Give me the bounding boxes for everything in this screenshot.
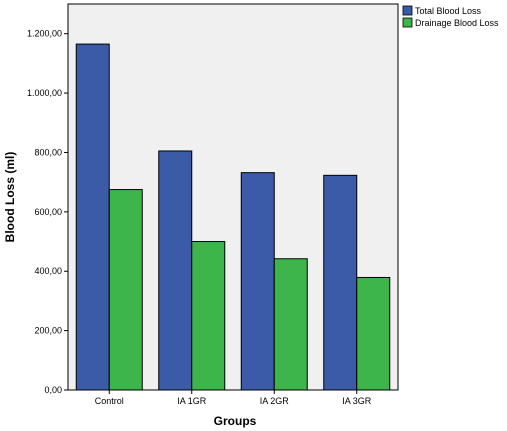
bar-total-control <box>75 43 110 391</box>
legend-label: Total Blood Loss <box>415 6 482 16</box>
x-tick-label: IA 3GR <box>342 396 372 406</box>
x-tick-label: Control <box>95 396 124 406</box>
y-tick-label: 1.200,00 <box>27 29 62 39</box>
bar-drainage-ia-2gr <box>273 258 308 391</box>
y-axis-ticks: 0,00 200,00 400,00 600,00 800,00 1.000,00 1.20… <box>27 29 68 395</box>
legend-swatch <box>402 5 413 16</box>
bar-total-ia-2gr <box>240 172 275 391</box>
y-axis-title: Blood Loss (ml) <box>3 152 17 243</box>
legend-swatch <box>402 17 413 28</box>
bar-drainage-ia-1gr <box>191 241 226 391</box>
y-tick-label: 200,00 <box>34 326 62 336</box>
x-tick-label: IA 1GR <box>177 396 207 406</box>
y-tick-label: 400,00 <box>34 266 62 276</box>
bar-drainage-ia-3gr <box>356 276 391 391</box>
y-tick-label: 600,00 <box>34 207 62 217</box>
legend-label: Drainage Blood Loss <box>415 18 499 28</box>
y-tick-label: 800,00 <box>34 147 62 157</box>
x-tick-label: IA 2GR <box>260 396 290 406</box>
y-tick-label: 1.000,00 <box>27 88 62 98</box>
x-axis-title: Groups <box>214 414 257 428</box>
bar-total-ia-3gr <box>323 174 358 391</box>
legend: Total Blood Loss Drainage Blood Loss <box>402 5 499 28</box>
y-tick-label: 0,00 <box>44 385 62 395</box>
x-axis-ticks: Control IA 1GR IA 2GR IA 3GR <box>95 390 372 406</box>
bar-total-ia-1gr <box>158 150 193 391</box>
bar-drainage-control <box>108 189 143 391</box>
bars-group <box>75 43 391 391</box>
